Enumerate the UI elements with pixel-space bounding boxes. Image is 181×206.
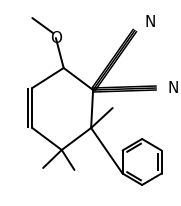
Text: N: N	[168, 81, 179, 96]
Text: O: O	[50, 30, 62, 46]
Text: N: N	[144, 14, 155, 29]
